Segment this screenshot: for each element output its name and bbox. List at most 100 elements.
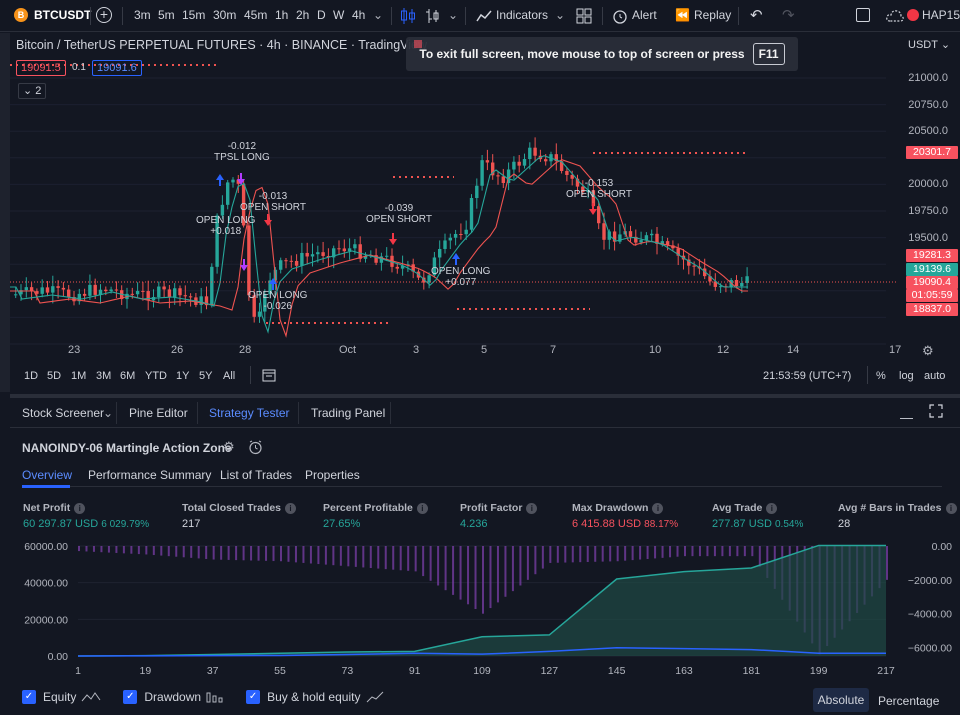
candle-body [374,255,378,263]
drawdown-bar [324,546,327,565]
maximize-panel-icon[interactable] [929,404,943,421]
candlestick-plot[interactable] [10,33,960,363]
drawdown-bar [197,546,200,559]
timezone-clock[interactable]: 21:53:59 (UTC+7) [763,370,852,382]
subtab-overview[interactable]: Overview [22,468,73,482]
subtab-properties[interactable]: Properties [305,468,360,482]
price-chart[interactable]: Bitcoin / TetherUS PERPETUAL FUTURES · 4… [10,33,960,392]
compare-symbol-icon[interactable]: + [96,0,112,31]
timeframe-3m[interactable]: 3m [134,8,151,22]
timeframe-5m[interactable]: 5m [158,8,175,22]
bar-style-icon[interactable] [424,0,440,31]
strategy-settings-gear-icon[interactable]: ⚙ [223,439,235,454]
chart-settings-gear-icon[interactable]: ⚙ [922,343,934,358]
range-5y[interactable]: 5Y [199,370,213,382]
x-tick-label: 91 [409,665,421,677]
tab-stock-screener[interactable]: Stock Screener [22,406,105,420]
stock-screener-chevron-icon[interactable]: ⌄ [103,406,114,420]
candle-body [379,256,384,263]
undo-icon[interactable]: ↶ [750,7,763,24]
alarm-clock-icon [613,10,627,24]
fullscreen-square-icon[interactable] [856,0,870,31]
layout-grid-icon[interactable] [576,0,592,31]
drawdown-bar [496,546,499,603]
candle-body [480,160,484,186]
timeframe-1h[interactable]: 1h [275,8,289,22]
timeframe-4h[interactable]: 4h [352,8,366,22]
candlestick-chart-type-icon[interactable] [400,0,416,31]
timeframe-45m[interactable]: 45m [244,8,268,22]
percent-scale-toggle[interactable]: % [876,370,886,382]
strategy-name[interactable]: NANOINDY-06 Martingle Action Zone [22,441,232,455]
tab-strategy-tester[interactable]: Strategy Tester [209,406,290,420]
subtab-list-of-trades[interactable]: List of Trades [220,468,293,482]
time-label: 10 [649,344,662,356]
price-label: 21000.0 [908,72,948,84]
drawdown-bar [631,546,634,561]
range-5d[interactable]: 5D [47,370,62,382]
time-axis[interactable]: 23 26 28 Oct 3 5 7 10 12 14 17 [10,339,901,363]
range-all[interactable]: All [223,370,236,382]
cloud-icon[interactable] [886,0,904,31]
drawdown-bar [257,546,260,561]
timeframe-dropdown-chevron-icon[interactable]: ⌄ [373,8,384,22]
go-to-date-calendar-icon[interactable] [262,368,276,385]
equity-chart[interactable]: 60000.00 40000.00 20000.00 0.00 0.00 −2000.00… [10,536,960,681]
candle-body [687,259,691,266]
timeframe-15m[interactable]: 15m [182,8,206,22]
indicators-button[interactable]: Indicators [476,0,548,31]
time-label: 3 [413,344,420,356]
chart-type-chevron-icon[interactable]: ⌄ [448,8,459,22]
buy-hold-checkbox[interactable]: ✓ [246,690,261,704]
replay-button[interactable]: ⏪ Replay [675,0,731,31]
active-subtab-indicator [22,485,70,488]
absolute-scale-button[interactable]: Absolute [813,688,869,712]
ask-price-button[interactable]: 19091.6 [92,60,142,76]
candle-body [496,175,500,177]
chart-legend-title[interactable]: Bitcoin / TetherUS PERPETUAL FUTURES · 4… [16,38,428,52]
range-6m[interactable]: 6M [120,370,136,382]
alert-button[interactable]: Alert [612,0,657,31]
candle-body [88,284,92,296]
range-ytd[interactable]: YTD [145,370,167,382]
range-1m[interactable]: 1M [71,370,87,382]
range-3m[interactable]: 3M [96,370,112,382]
metric-value-percent-profitable: 27.65% [323,518,361,530]
chevron-down-icon: ⌄ [23,85,36,97]
timeframe-30m[interactable]: 30m [213,8,237,22]
candle-body [268,280,272,295]
notice-marker-icon [414,40,422,48]
legend-collapse-button[interactable]: ⌄ 2 [18,83,47,99]
currency-selector[interactable]: USDT ⌄ [908,39,951,51]
indicators-chevron-icon[interactable]: ⌄ [555,8,566,22]
timeframe-d[interactable]: D [317,8,326,22]
tab-trading-panel[interactable]: Trading Panel [311,406,386,420]
timeframe-w[interactable]: W [333,8,345,22]
drawdown-bar [175,546,178,557]
tab-pine-editor[interactable]: Pine Editor [129,406,188,420]
drawdown-bar [422,546,425,577]
drawdown-checkbox[interactable]: ✓ [123,690,138,704]
subtab-performance-summary[interactable]: Performance Summary [88,468,212,482]
account-avatar-icon[interactable] [907,0,919,31]
x-tick-label: 73 [341,665,353,677]
range-1y[interactable]: 1Y [176,370,190,382]
range-1d[interactable]: 1D [24,370,39,382]
minimize-panel-icon[interactable]: — [900,410,913,425]
redo-icon[interactable]: ↷ [782,7,795,24]
candle-body [141,290,145,292]
strategy-alert-clock-icon[interactable] [248,440,263,458]
percentage-scale-button[interactable]: Percentage [878,694,940,708]
drawdown-bar [414,546,417,572]
equity-checkbox[interactable]: ✓ [22,690,36,704]
symbol-search-button[interactable]: BTCUSDT [34,8,92,22]
candle-body [40,287,44,294]
timeframe-2h[interactable]: 2h [296,8,310,22]
auto-scale-toggle[interactable]: auto [924,370,946,382]
account-label[interactable]: HAP15 [922,8,960,22]
log-scale-toggle[interactable]: log [899,370,914,382]
bid-price-button[interactable]: 19091.5 [16,60,66,76]
time-label: 12 [717,344,730,356]
candle-body [326,255,331,258]
metric-label-avg-bars: Avg # Bars in Trades i [838,502,957,514]
